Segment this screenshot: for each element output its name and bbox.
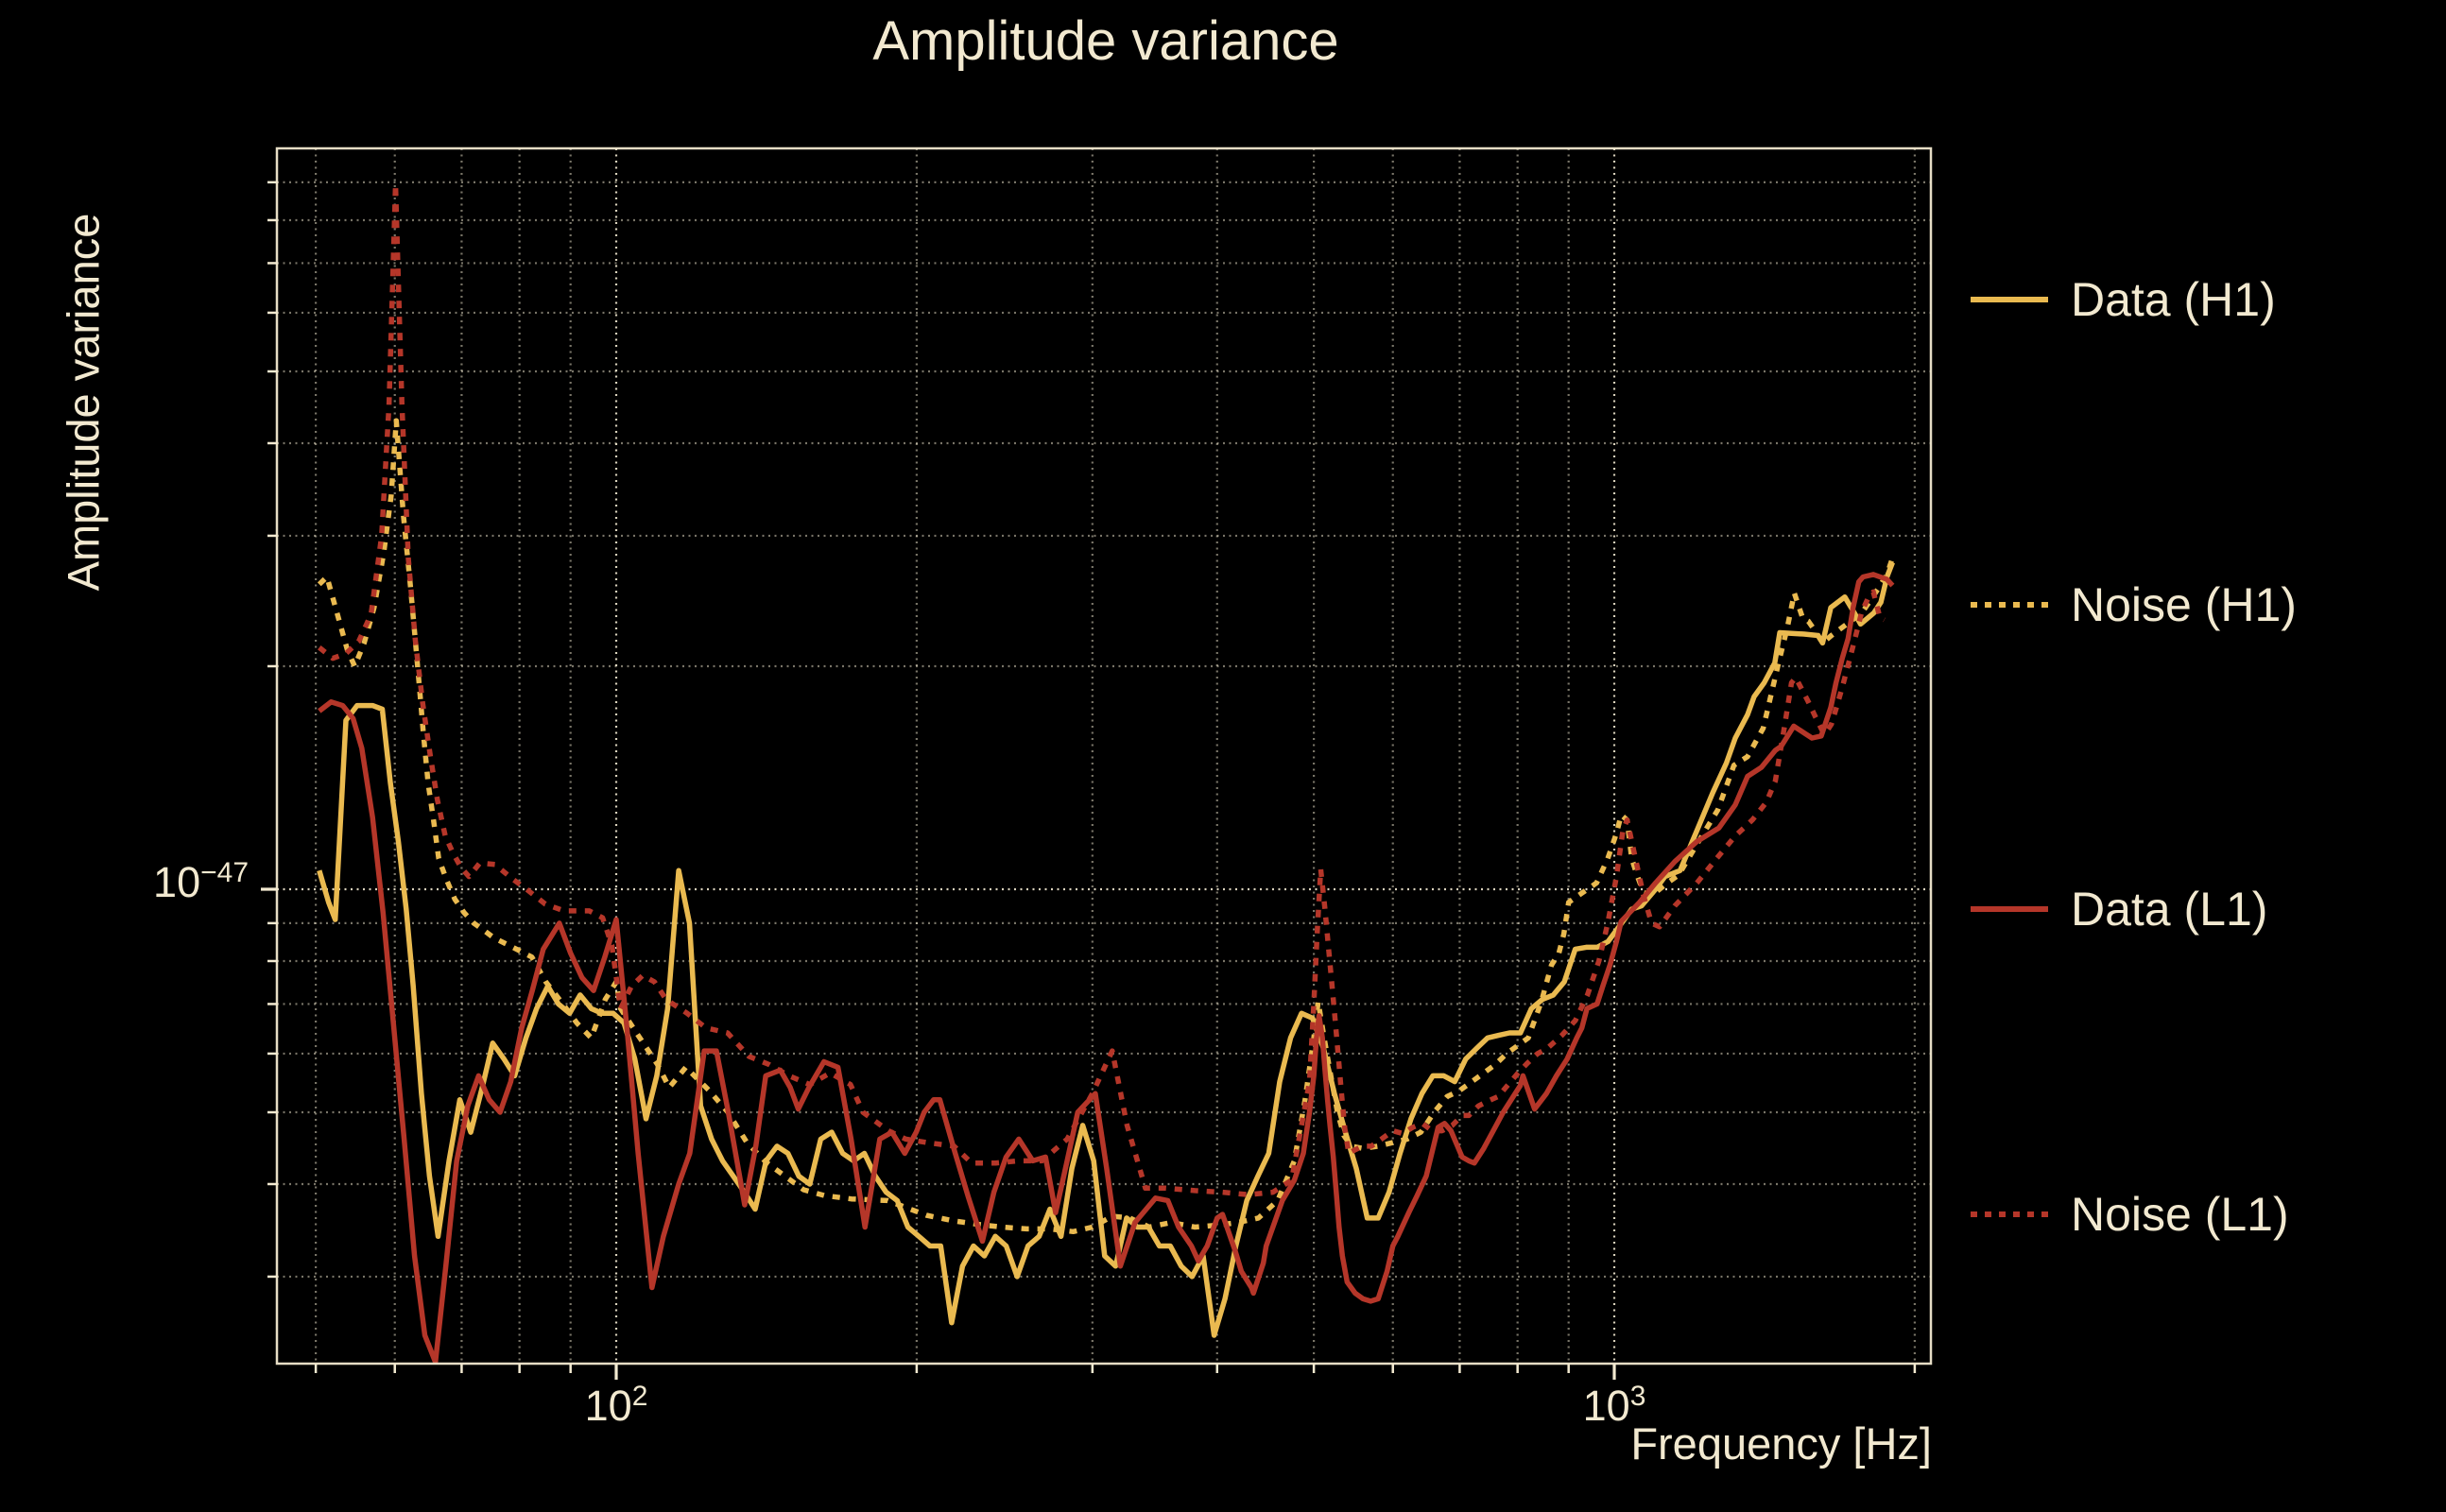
x-tick-label: 103: [1582, 1381, 1646, 1430]
legend: Data (H1) Noise (H1) Data (L1) Noise (L1): [1971, 0, 2443, 1512]
y-tick-label: 10−47: [153, 857, 249, 906]
chart-title: Amplitude variance: [872, 10, 1339, 72]
legend-line-sample-solid: [1971, 297, 2048, 302]
legend-line-sample-dotted: [1971, 602, 2048, 608]
legend-line-sample-solid: [1971, 906, 2048, 912]
x-tick-label: 102: [584, 1381, 648, 1430]
plot-frame: [275, 146, 1933, 1366]
series-noise-h1-: [317, 418, 1896, 1235]
legend-item-label: Noise (H1): [2071, 578, 2297, 631]
series-noise-l1-: [318, 181, 1886, 1197]
legend-item-label: Data (H1): [2071, 273, 2276, 326]
legend-item: Noise (H1): [1971, 577, 2297, 632]
x-axis-label: Frequency [Hz]: [1630, 1418, 1932, 1469]
legend-item: Data (L1): [1971, 882, 2267, 936]
legend-item: Noise (L1): [1971, 1187, 2289, 1242]
y-axis-label: Amplitude variance: [58, 213, 109, 592]
series-data-l1-: [318, 572, 1895, 1364]
legend-item-label: Data (L1): [2071, 883, 2268, 936]
legend-item: Data (H1): [1971, 272, 2276, 327]
legend-item-label: Noise (L1): [2071, 1188, 2289, 1241]
legend-line-sample-dotted: [1971, 1211, 2048, 1217]
